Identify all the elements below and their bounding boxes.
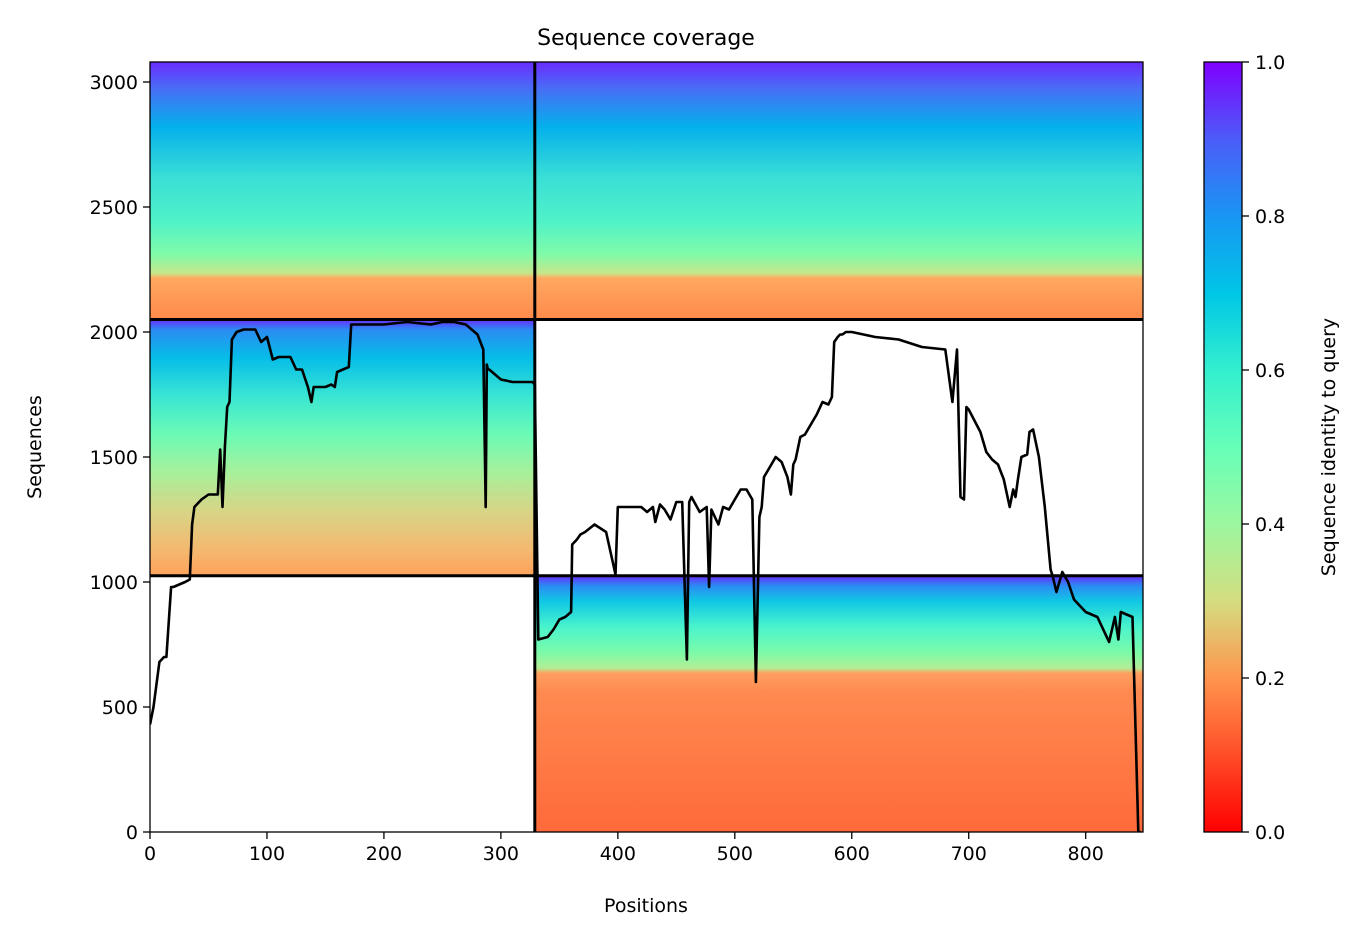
chart-title: Sequence coverage [537, 26, 755, 51]
x-tick-label: 300 [483, 843, 519, 865]
colorbar-label: Sequence identity to query [1318, 318, 1340, 576]
heatmap-panel-4 [534, 319, 1143, 576]
y-tick-label: 500 [102, 697, 138, 719]
y-tick-label: 1500 [90, 447, 138, 469]
y-axis-ticks: 0 500 1000 1500 2000 2500 3000 [90, 72, 150, 844]
y-tick-label: 2000 [90, 322, 138, 344]
y-tick-label: 3000 [90, 72, 138, 94]
x-tick-label: 400 [600, 843, 636, 865]
coverage-line [150, 320, 1141, 832]
x-tick-label: 500 [717, 843, 753, 865]
y-axis-label: Sequences [24, 395, 46, 499]
y-tick-label: 0 [126, 822, 138, 844]
x-tick-label: 100 [249, 843, 285, 865]
heatmap-panel-2 [534, 62, 1143, 320]
coverage-heatmap [150, 62, 1143, 832]
heatmap-panel-3 [150, 319, 535, 576]
x-axis-label: Positions [604, 895, 688, 917]
colorbar-tick-label: 0.8 [1255, 206, 1285, 228]
colorbar-tick-label: 0.0 [1255, 822, 1285, 844]
x-tick-label: 700 [951, 843, 987, 865]
plot-frame [149, 61, 1144, 833]
colorbar-tick-label: 0.6 [1255, 360, 1285, 382]
x-tick-label: 600 [834, 843, 870, 865]
heatmap-panel-1 [150, 62, 535, 320]
colorbar-tick-label: 1.0 [1255, 52, 1285, 74]
y-tick-label: 1000 [90, 572, 138, 594]
coverage-line-group [150, 320, 1141, 832]
heatmap-panel-6 [534, 575, 1143, 832]
colorbar-tick-label: 0.4 [1255, 514, 1285, 536]
x-axis-ticks: 0 100 200 300 400 500 600 700 800 [144, 832, 1104, 865]
colorbar-ticks: 0.0 0.2 0.4 0.6 0.8 1.0 [1242, 52, 1285, 844]
x-tick-label: 200 [366, 843, 402, 865]
y-tick-label: 2500 [90, 197, 138, 219]
colorbar [1203, 61, 1243, 833]
colorbar-tick-label: 0.2 [1255, 668, 1285, 690]
heatmap-panel-5 [150, 575, 535, 832]
x-tick-label: 0 [144, 843, 156, 865]
x-tick-label: 800 [1068, 843, 1104, 865]
